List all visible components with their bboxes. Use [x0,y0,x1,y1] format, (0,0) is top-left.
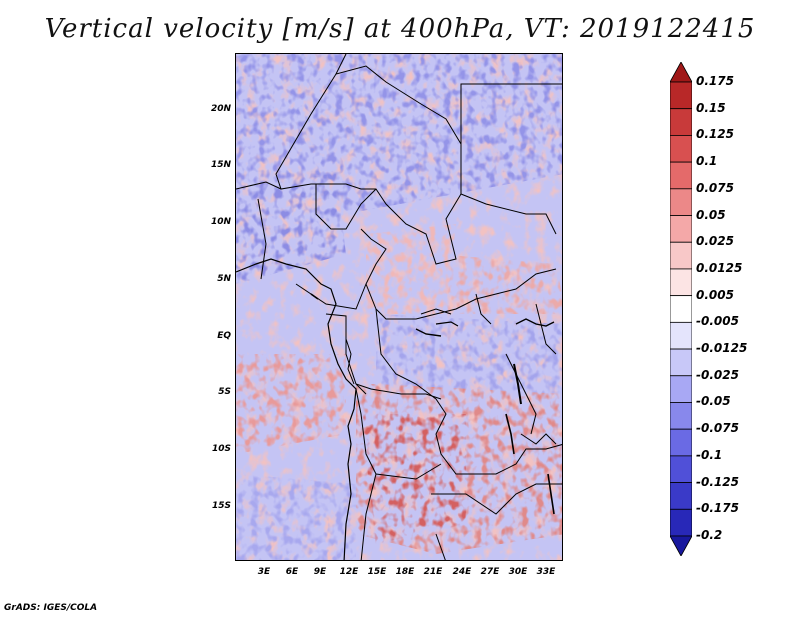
color-scale-label: 0.05 [696,207,726,222]
color-scale-label: 0.0125 [696,260,743,275]
lat-label-20n: 20N [210,104,231,114]
color-scale-label: 0.005 [696,287,734,302]
color-scale-label: -0.025 [696,367,739,382]
color-swatch [670,482,692,510]
color-scale-label: -0.2 [696,528,723,542]
color-swatch [670,295,692,323]
lat-label-5n: 5N [217,274,231,284]
lat-label-15n: 15N [210,160,231,170]
lat-label-10s: 10S [211,444,231,454]
color-swatch [670,428,692,457]
map-panel [235,53,563,561]
color-scale-label: 0.125 [696,127,734,142]
color-swatch [670,241,692,270]
color-swatch [670,402,692,430]
lon-label-3e: 3E [257,567,271,577]
vertical-velocity-field [236,54,562,560]
color-swatch [670,215,692,243]
color-scale-label: -0.175 [696,501,739,516]
color-scale-label: 0.075 [696,180,734,195]
color-scale-bar [670,62,692,556]
lon-label-6e: 6E [285,567,299,577]
color-swatch [670,81,692,110]
chart-title: Vertical velocity [m/s] at 400hPa, VT: 2… [44,14,756,44]
color-scale-label: -0.1 [696,447,723,462]
color-swatch [670,268,692,297]
color-scale-label: -0.05 [696,394,731,409]
color-swatch [670,321,692,350]
color-swatch [670,535,692,556]
lat-label-15s: 15S [211,501,231,511]
lat-label-eq: EQ [217,331,231,341]
lat-label-5s: 5S [218,387,231,397]
color-swatch [670,188,692,216]
color-swatch [670,508,692,537]
color-swatch [670,348,692,377]
lon-label-24e: 24E [452,567,472,577]
color-scale-label: 0.025 [696,234,734,249]
color-swatch [670,135,692,163]
color-scale-label: -0.0125 [696,341,748,356]
lon-label-21e: 21E [423,567,443,577]
color-scale-label: -0.125 [696,474,739,489]
lon-label-33e: 33E [536,567,556,577]
color-scale-label: 0.1 [696,154,718,169]
country-borders [236,54,562,560]
color-scale-label: -0.005 [696,314,739,329]
lat-label-10n: 10N [210,217,231,227]
lon-label-27e: 27E [480,567,500,577]
color-swatch [670,375,692,403]
lon-label-30e: 30E [508,567,528,577]
color-swatch [670,455,692,483]
color-scale-label: 0.175 [696,74,734,88]
color-swatch [670,108,692,136]
color-scale-label: -0.075 [696,421,739,436]
lon-label-15e: 15E [367,567,387,577]
color-swatch [670,62,692,83]
coastlines [236,258,555,560]
grads-credit: GrADS: IGES/COLA [4,603,98,613]
color-scale-label: 0.15 [696,100,726,115]
color-swatch [670,161,692,190]
lon-label-12e: 12E [339,567,359,577]
lon-label-9e: 9E [313,567,327,577]
lon-label-18e: 18E [395,567,415,577]
